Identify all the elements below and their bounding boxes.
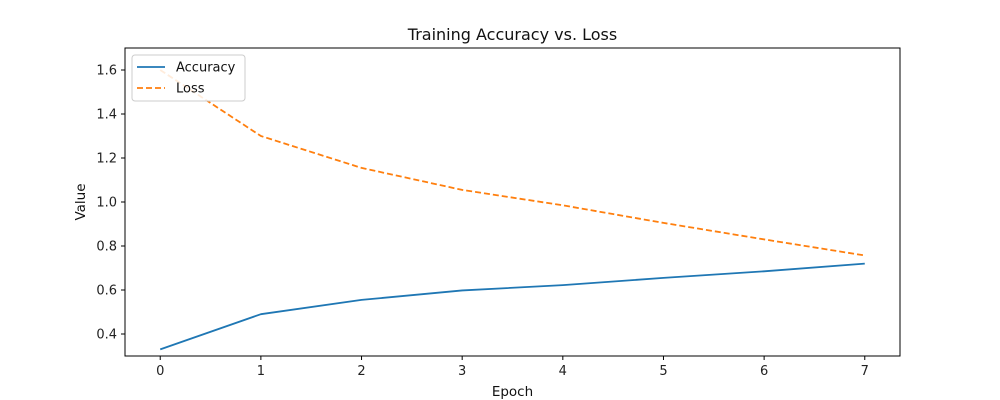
x-tick-label: 3 [458, 364, 466, 379]
plot-area: 0 1 2 3 4 5 6 7 0.4 0.6 0.8 1.0 1.2 1.4 1.6 [96, 47, 901, 379]
y-tick-label: 0.4 [96, 328, 117, 343]
legend: Accuracy Loss [131, 54, 246, 102]
series-line-accuracy [159, 262, 865, 351]
x-tick-label: 5 [659, 364, 667, 379]
series-line-loss [159, 69, 865, 257]
y-tick-label: 1.0 [96, 196, 117, 211]
x-tick-label: 6 [760, 364, 768, 379]
x-tick-label: 2 [357, 364, 365, 379]
y-tick-label: 0.8 [96, 240, 117, 255]
x-tick-label: 7 [861, 364, 869, 379]
x-tick-label: 4 [559, 364, 567, 379]
y-tick-label: 0.6 [96, 284, 117, 299]
y-axis: 0.4 0.6 0.8 1.0 1.2 1.4 1.6 [96, 64, 125, 343]
y-tick-label: 1.2 [96, 152, 117, 167]
legend-label-accuracy: Accuracy [176, 61, 236, 76]
y-tick-label: 1.4 [96, 108, 117, 123]
y-axis-label: Value [73, 183, 89, 220]
legend-label-loss: Loss [176, 82, 205, 97]
chart-title: Training Accuracy vs. Loss [407, 25, 617, 44]
x-axis: 0 1 2 3 4 5 6 7 [156, 356, 869, 379]
x-tick-label: 0 [156, 364, 164, 379]
y-tick-label: 1.6 [96, 64, 117, 79]
x-tick-label: 1 [257, 364, 265, 379]
series-layer [159, 69, 865, 351]
x-axis-label: Epoch [492, 384, 533, 400]
